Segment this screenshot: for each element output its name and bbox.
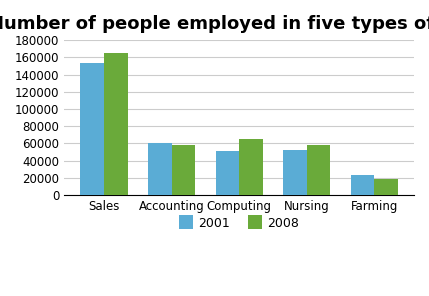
- Title: Number of people employed in five types of work: Number of people employed in five types …: [0, 15, 429, 33]
- Bar: [104, 53, 127, 195]
- Bar: [351, 175, 375, 195]
- Legend: 2001, 2008: 2001, 2008: [174, 213, 304, 236]
- Bar: [307, 145, 330, 195]
- Bar: [283, 150, 307, 195]
- Bar: [215, 151, 239, 195]
- Bar: [80, 62, 104, 195]
- Bar: [239, 139, 263, 195]
- Bar: [172, 145, 195, 195]
- Bar: [375, 179, 398, 195]
- Bar: [148, 143, 172, 195]
